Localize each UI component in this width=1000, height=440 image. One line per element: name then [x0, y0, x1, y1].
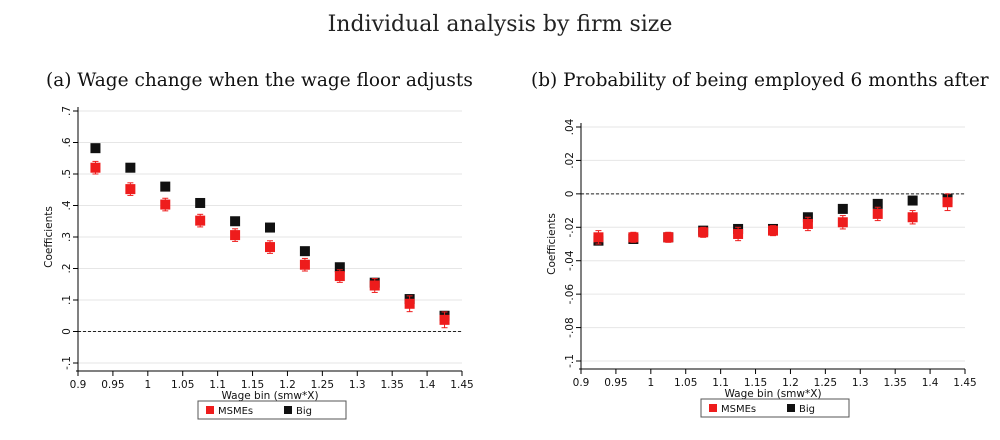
big-point	[195, 197, 206, 208]
legend-msme-label: MSMEs	[218, 406, 253, 417]
x-tick-label: 1.35	[883, 377, 906, 389]
y-tick-label: 0	[61, 328, 73, 335]
msme-point	[628, 232, 639, 243]
msme-point	[698, 227, 709, 238]
x-tick-label: 0.95	[101, 379, 124, 391]
legend-big-marker	[284, 406, 292, 414]
y-tick-label: -.04	[564, 250, 576, 271]
legend-box	[197, 400, 347, 420]
msme-point	[369, 280, 380, 291]
y-tick-label: -.1	[564, 354, 576, 368]
x-tick-label: 1.4	[419, 379, 436, 391]
y-tick-label: .1	[61, 295, 73, 305]
x-tick-label: 1.45	[450, 379, 473, 391]
y-tick-label: .2	[61, 263, 73, 273]
y-axis-title: Coefficients	[43, 206, 55, 268]
big-point	[160, 181, 171, 192]
chart-panel-a: -.1 0 .1 .2 .3 .4 .5 .6 .7 0.9 0.95 1 1.05 1.1 1.15 1.2…	[43, 106, 474, 420]
panel-b-title: (b) Probability of being employed 6 mont…	[531, 70, 989, 91]
x-tick-label: 1.1	[209, 379, 226, 391]
y-tick-label: .6	[61, 137, 73, 147]
msme-point	[837, 217, 848, 228]
x-tick-label: 1.05	[674, 377, 697, 389]
legend-msme-label: MSMEs	[721, 404, 756, 415]
x-tick-label: 1.25	[814, 377, 837, 389]
big-point	[837, 203, 848, 214]
y-tick-label: -.06	[564, 284, 576, 305]
x-tick-label: 1.3	[852, 377, 869, 389]
x-tick-label: 1.05	[171, 379, 194, 391]
y-tick-label: -.08	[564, 317, 576, 338]
msme-point	[802, 218, 813, 229]
x-axis-title: Wage bin (smw*X)	[221, 390, 318, 402]
x-tick-label: 1	[144, 379, 151, 391]
legend-big-marker	[787, 404, 795, 412]
msme-point	[404, 298, 415, 309]
y-tick-label: 0	[564, 191, 576, 198]
x-tick-label: 1	[647, 377, 654, 389]
big-point	[907, 195, 918, 206]
x-tick-label: 1.1	[712, 377, 729, 389]
msme-point	[942, 197, 953, 208]
msme-point	[160, 199, 171, 210]
legend-msme-marker	[709, 404, 717, 412]
x-tick-label: 1.25	[311, 379, 334, 391]
big-point	[125, 162, 136, 173]
y-tick-label: .7	[61, 106, 73, 116]
x-tick-label: 1.2	[782, 377, 799, 389]
x-tick-label: 1.15	[241, 379, 264, 391]
x-tick-label: 0.9	[573, 377, 590, 389]
legend-big-label: Big	[799, 404, 815, 415]
x-tick-label: 1.4	[922, 377, 939, 389]
x-tick-label: 1.45	[953, 377, 976, 389]
big-point	[90, 143, 101, 154]
msme-point	[334, 271, 345, 282]
msme-point	[299, 259, 310, 270]
big-point	[230, 216, 241, 227]
big-point	[872, 198, 883, 209]
msme-point	[593, 232, 604, 243]
x-tick-label: 1.2	[279, 379, 296, 391]
y-tick-label: .5	[61, 169, 73, 179]
msme-point	[733, 228, 744, 239]
legend-msme-marker	[206, 406, 214, 414]
x-tick-label: 1.35	[380, 379, 403, 391]
y-tick-label: .02	[564, 152, 576, 169]
msme-point	[90, 162, 101, 173]
y-tick-label: .4	[61, 200, 73, 210]
x-tick-label: 0.9	[70, 379, 87, 391]
msme-point	[230, 230, 241, 241]
figure-title: Individual analysis by firm size	[327, 12, 673, 37]
legend-box	[700, 398, 850, 418]
y-tick-label: -.1	[61, 356, 73, 370]
big-point	[299, 246, 310, 257]
x-tick-label: 1.3	[349, 379, 366, 391]
panel-a-title: (a) Wage change when the wage floor adju…	[46, 70, 473, 91]
msme-point	[663, 232, 674, 243]
msme-point	[125, 184, 136, 195]
big-point	[334, 262, 345, 273]
y-tick-label: .3	[61, 232, 73, 242]
legend-big-label: Big	[296, 406, 312, 417]
x-tick-label: 1.15	[744, 377, 767, 389]
msme-point	[872, 208, 883, 219]
msme-point	[907, 212, 918, 223]
y-tick-label: .04	[564, 118, 576, 135]
x-axis-title: Wage bin (smw*X)	[724, 388, 821, 400]
msme-point	[439, 314, 450, 325]
y-axis-title: Coefficients	[546, 213, 558, 275]
msme-point	[265, 242, 275, 253]
msme-point	[768, 225, 778, 236]
msme-point	[195, 215, 206, 226]
big-point	[265, 222, 275, 233]
x-tick-label: 0.95	[604, 377, 627, 389]
y-tick-label: -.02	[564, 217, 576, 238]
chart-panel-b: -.1 -.08 -.06 -.04 -.02 0 .02 .04 0.9 0.95 1 1.05 1.…	[546, 118, 977, 418]
